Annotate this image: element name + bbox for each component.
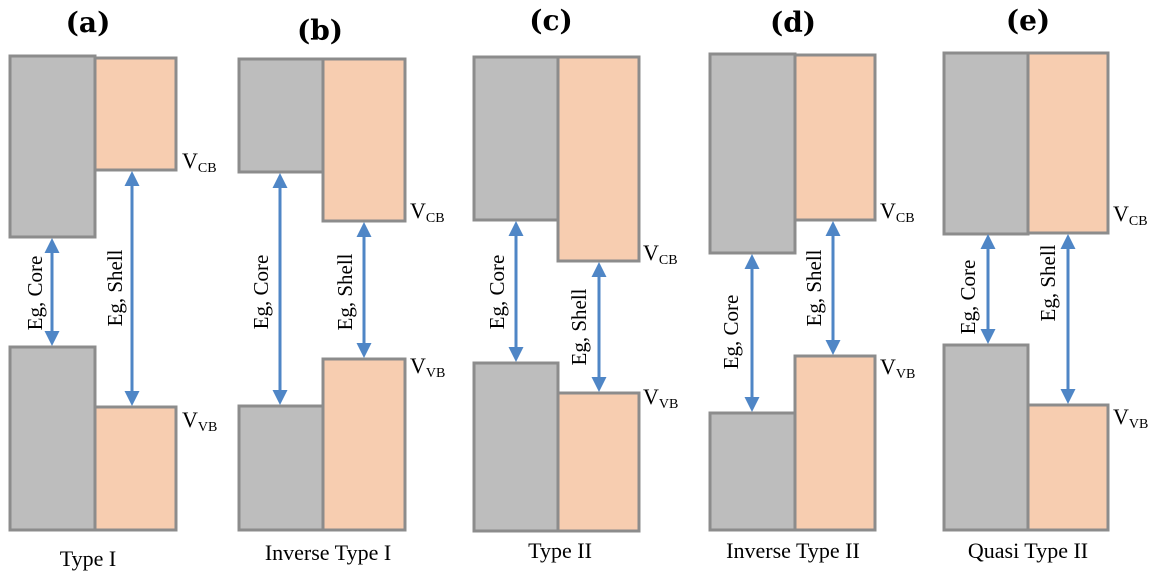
vvb-label: VVB (880, 354, 915, 382)
core-conduction-band (472, 55, 560, 222)
shell-gap-label: Eg, Shell (802, 249, 826, 326)
vcb-label: VCB (182, 148, 217, 176)
shell-valence-band (93, 405, 178, 532)
panel-caption: Type II (528, 538, 592, 563)
panel-a: (a) Eg, Core Eg, Shell VCB VVB Type I (8, 6, 217, 571)
vcb-label: VCB (880, 198, 915, 226)
vcb-label: VCB (1113, 201, 1148, 229)
shell-valence-band (1026, 403, 1110, 532)
shell-conduction-band (556, 55, 641, 263)
panel-letter: (d) (770, 6, 816, 39)
vvb-label: VVB (643, 384, 678, 412)
panel-caption: Quasi Type II (968, 538, 1088, 563)
core-conduction-band (942, 51, 1030, 236)
panel-letter: (a) (66, 6, 111, 39)
panel-caption: Inverse Type II (726, 538, 860, 563)
core-gap-label: Eg, Core (956, 260, 980, 335)
panel-d: (d) Eg, Core Eg, Shell VCB VVB Inverse T… (708, 6, 915, 563)
panel-c: (c) Eg, Core Eg, Shell VCB VVB Type II (472, 4, 678, 563)
core-gap-label: Eg, Core (249, 255, 273, 330)
shell-conduction-band (93, 56, 178, 172)
shell-gap-label: Eg, Shell (333, 253, 357, 330)
panel-letter: (b) (297, 14, 343, 47)
core-valence-band (237, 404, 325, 532)
core-conduction-band (708, 52, 797, 255)
core-gap-label: Eg, Core (485, 255, 509, 330)
core-valence-band (708, 411, 797, 532)
panel-b: (b) Eg, Core Eg, Shell VCB VVB Inverse T… (237, 14, 445, 565)
core-valence-band (8, 345, 97, 532)
shell-valence-band (556, 391, 641, 533)
vvb-label: VVB (410, 353, 445, 381)
vcb-label: VCB (410, 198, 445, 226)
panel-e: (e) Eg, Core Eg, Shell VCB VVB Quasi Typ… (942, 4, 1148, 563)
panel-caption: Inverse Type I (265, 540, 391, 565)
core-conduction-band (8, 54, 97, 239)
shell-conduction-band (793, 53, 877, 222)
shell-gap-label: Eg, Shell (567, 288, 591, 365)
core-gap-label: Eg, Core (23, 256, 47, 331)
panel-letter: (c) (529, 4, 573, 37)
shell-valence-band (321, 357, 407, 532)
panel-caption: Type I (60, 546, 117, 571)
shell-conduction-band (1026, 51, 1110, 235)
vcb-label: VCB (643, 240, 678, 268)
core-valence-band (942, 343, 1030, 532)
core-conduction-band (237, 57, 325, 174)
shell-conduction-band (321, 57, 407, 223)
core-valence-band (472, 361, 560, 533)
core-gap-label: Eg, Core (719, 295, 743, 370)
shell-gap-label: Eg, Shell (1036, 244, 1060, 321)
shell-valence-band (793, 354, 877, 532)
vvb-label: VVB (1113, 404, 1148, 432)
vvb-label: VVB (182, 407, 217, 435)
shell-gap-label: Eg, Shell (103, 249, 127, 326)
panel-letter: (e) (1006, 4, 1050, 37)
